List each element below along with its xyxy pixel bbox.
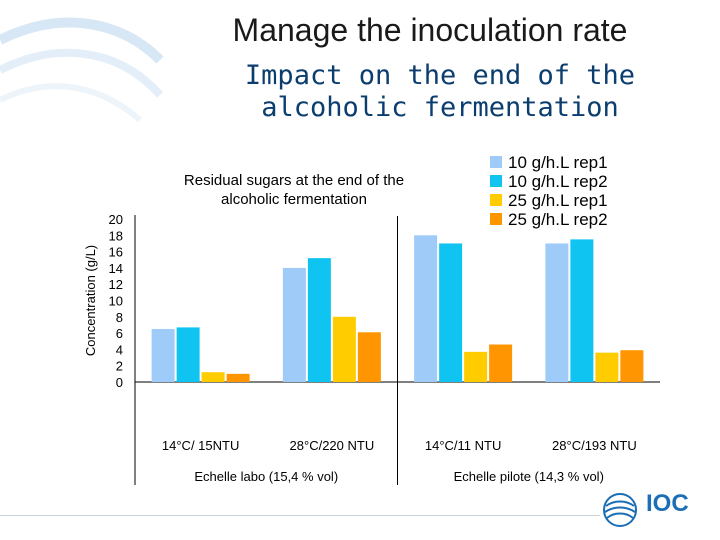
legend-swatch	[490, 213, 502, 225]
y-tick-label: 8	[116, 310, 123, 325]
y-tick-label: 10	[109, 294, 123, 309]
chart-title-line-1: Residual sugars at the end of the	[184, 172, 404, 189]
bar-1-1	[151, 329, 175, 382]
subtitle-line-2: alcoholic fermentation	[261, 92, 619, 123]
page-subtitle: Impact on the end of the alcoholic ferme…	[230, 60, 650, 124]
y-tick-label: 4	[116, 342, 123, 357]
category-label: 14°C/ 15NTU	[162, 438, 239, 453]
logo-text: IOC	[646, 490, 689, 517]
bar-4-1	[226, 373, 250, 382]
y-tick-label: 0	[116, 375, 123, 390]
y-axis-label: Concentration (g/L)	[83, 245, 98, 356]
category-label: 28°C/193 NTU	[552, 438, 637, 453]
y-tick-label: 12	[109, 277, 123, 292]
y-tick-label: 18	[109, 228, 123, 243]
globe-icon	[603, 493, 637, 527]
bar-4-4	[620, 350, 644, 382]
ioc-logo: IOC	[600, 490, 710, 530]
footer-divider	[0, 515, 600, 516]
legend-entry: 25 g/h.L rep2	[508, 210, 608, 229]
bar-3-1	[201, 372, 225, 382]
y-tick-label: 20	[109, 212, 123, 227]
legend-entry: 10 g/h.L rep2	[508, 172, 608, 191]
bar-2-3	[439, 243, 463, 382]
bar-4-2	[357, 332, 381, 382]
y-tick-label: 14	[109, 261, 123, 276]
category-label: 28°C/220 NTU	[290, 438, 375, 453]
legend-swatch	[490, 156, 502, 168]
legend-entry: 25 g/h.L rep1	[508, 191, 608, 210]
page-title: Manage the inoculation rate	[232, 12, 628, 48]
y-tick-label: 6	[116, 326, 123, 341]
group-label: Echelle pilote (14,3 % vol)	[454, 469, 604, 484]
subtitle-line-1: Impact on the end of the	[244, 60, 636, 91]
bar-4-3	[489, 344, 513, 382]
bar-1-3	[414, 235, 438, 382]
y-tick-label: 16	[109, 245, 123, 260]
bar-3-2	[332, 316, 356, 382]
bar-2-2	[307, 258, 331, 382]
bar-2-4	[570, 239, 594, 382]
bar-1-2	[282, 267, 306, 382]
y-tick-label: 2	[116, 359, 123, 374]
chart-title-line-2: alcoholic fermentation	[221, 191, 367, 208]
bar-1-4	[545, 243, 569, 382]
bar-3-3	[464, 351, 488, 382]
category-label: 14°C/11 NTU	[425, 438, 501, 453]
bar-3-4	[595, 352, 619, 382]
legend-swatch	[490, 194, 502, 206]
bar-2-1	[176, 327, 200, 382]
legend-swatch	[490, 175, 502, 187]
legend-entry: 10 g/h.L rep1	[508, 153, 608, 172]
group-label: Echelle labo (15,4 % vol)	[194, 469, 338, 484]
